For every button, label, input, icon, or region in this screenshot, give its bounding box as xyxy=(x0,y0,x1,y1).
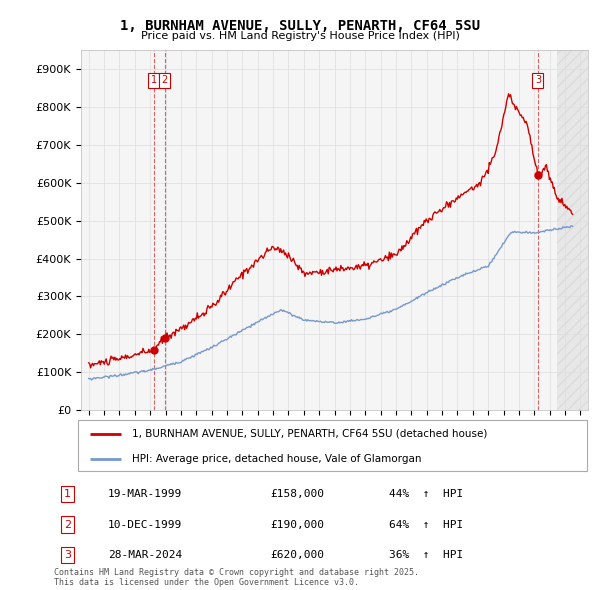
Text: 28-MAR-2024: 28-MAR-2024 xyxy=(108,550,182,560)
Text: 19-MAR-1999: 19-MAR-1999 xyxy=(108,489,182,499)
Text: 1, BURNHAM AVENUE, SULLY, PENARTH, CF64 5SU: 1, BURNHAM AVENUE, SULLY, PENARTH, CF64 … xyxy=(120,19,480,33)
Text: 3: 3 xyxy=(535,76,541,86)
Text: 1: 1 xyxy=(151,76,157,86)
Text: Contains HM Land Registry data © Crown copyright and database right 2025.
This d: Contains HM Land Registry data © Crown c… xyxy=(54,568,419,587)
Text: 3: 3 xyxy=(64,550,71,560)
Text: 2: 2 xyxy=(161,76,168,86)
Text: 1: 1 xyxy=(64,489,71,499)
Text: 10-DEC-1999: 10-DEC-1999 xyxy=(108,520,182,529)
Text: 1, BURNHAM AVENUE, SULLY, PENARTH, CF64 5SU (detached house): 1, BURNHAM AVENUE, SULLY, PENARTH, CF64 … xyxy=(132,429,487,439)
Text: 2: 2 xyxy=(64,520,71,529)
Bar xyxy=(557,50,588,410)
Text: £620,000: £620,000 xyxy=(270,550,324,560)
FancyBboxPatch shape xyxy=(77,420,587,471)
Text: HPI: Average price, detached house, Vale of Glamorgan: HPI: Average price, detached house, Vale… xyxy=(132,454,421,464)
Text: 44%  ↑  HPI: 44% ↑ HPI xyxy=(389,489,463,499)
Text: £190,000: £190,000 xyxy=(270,520,324,529)
Text: 36%  ↑  HPI: 36% ↑ HPI xyxy=(389,550,463,560)
Text: £158,000: £158,000 xyxy=(270,489,324,499)
Text: Price paid vs. HM Land Registry's House Price Index (HPI): Price paid vs. HM Land Registry's House … xyxy=(140,31,460,41)
Text: 64%  ↑  HPI: 64% ↑ HPI xyxy=(389,520,463,529)
